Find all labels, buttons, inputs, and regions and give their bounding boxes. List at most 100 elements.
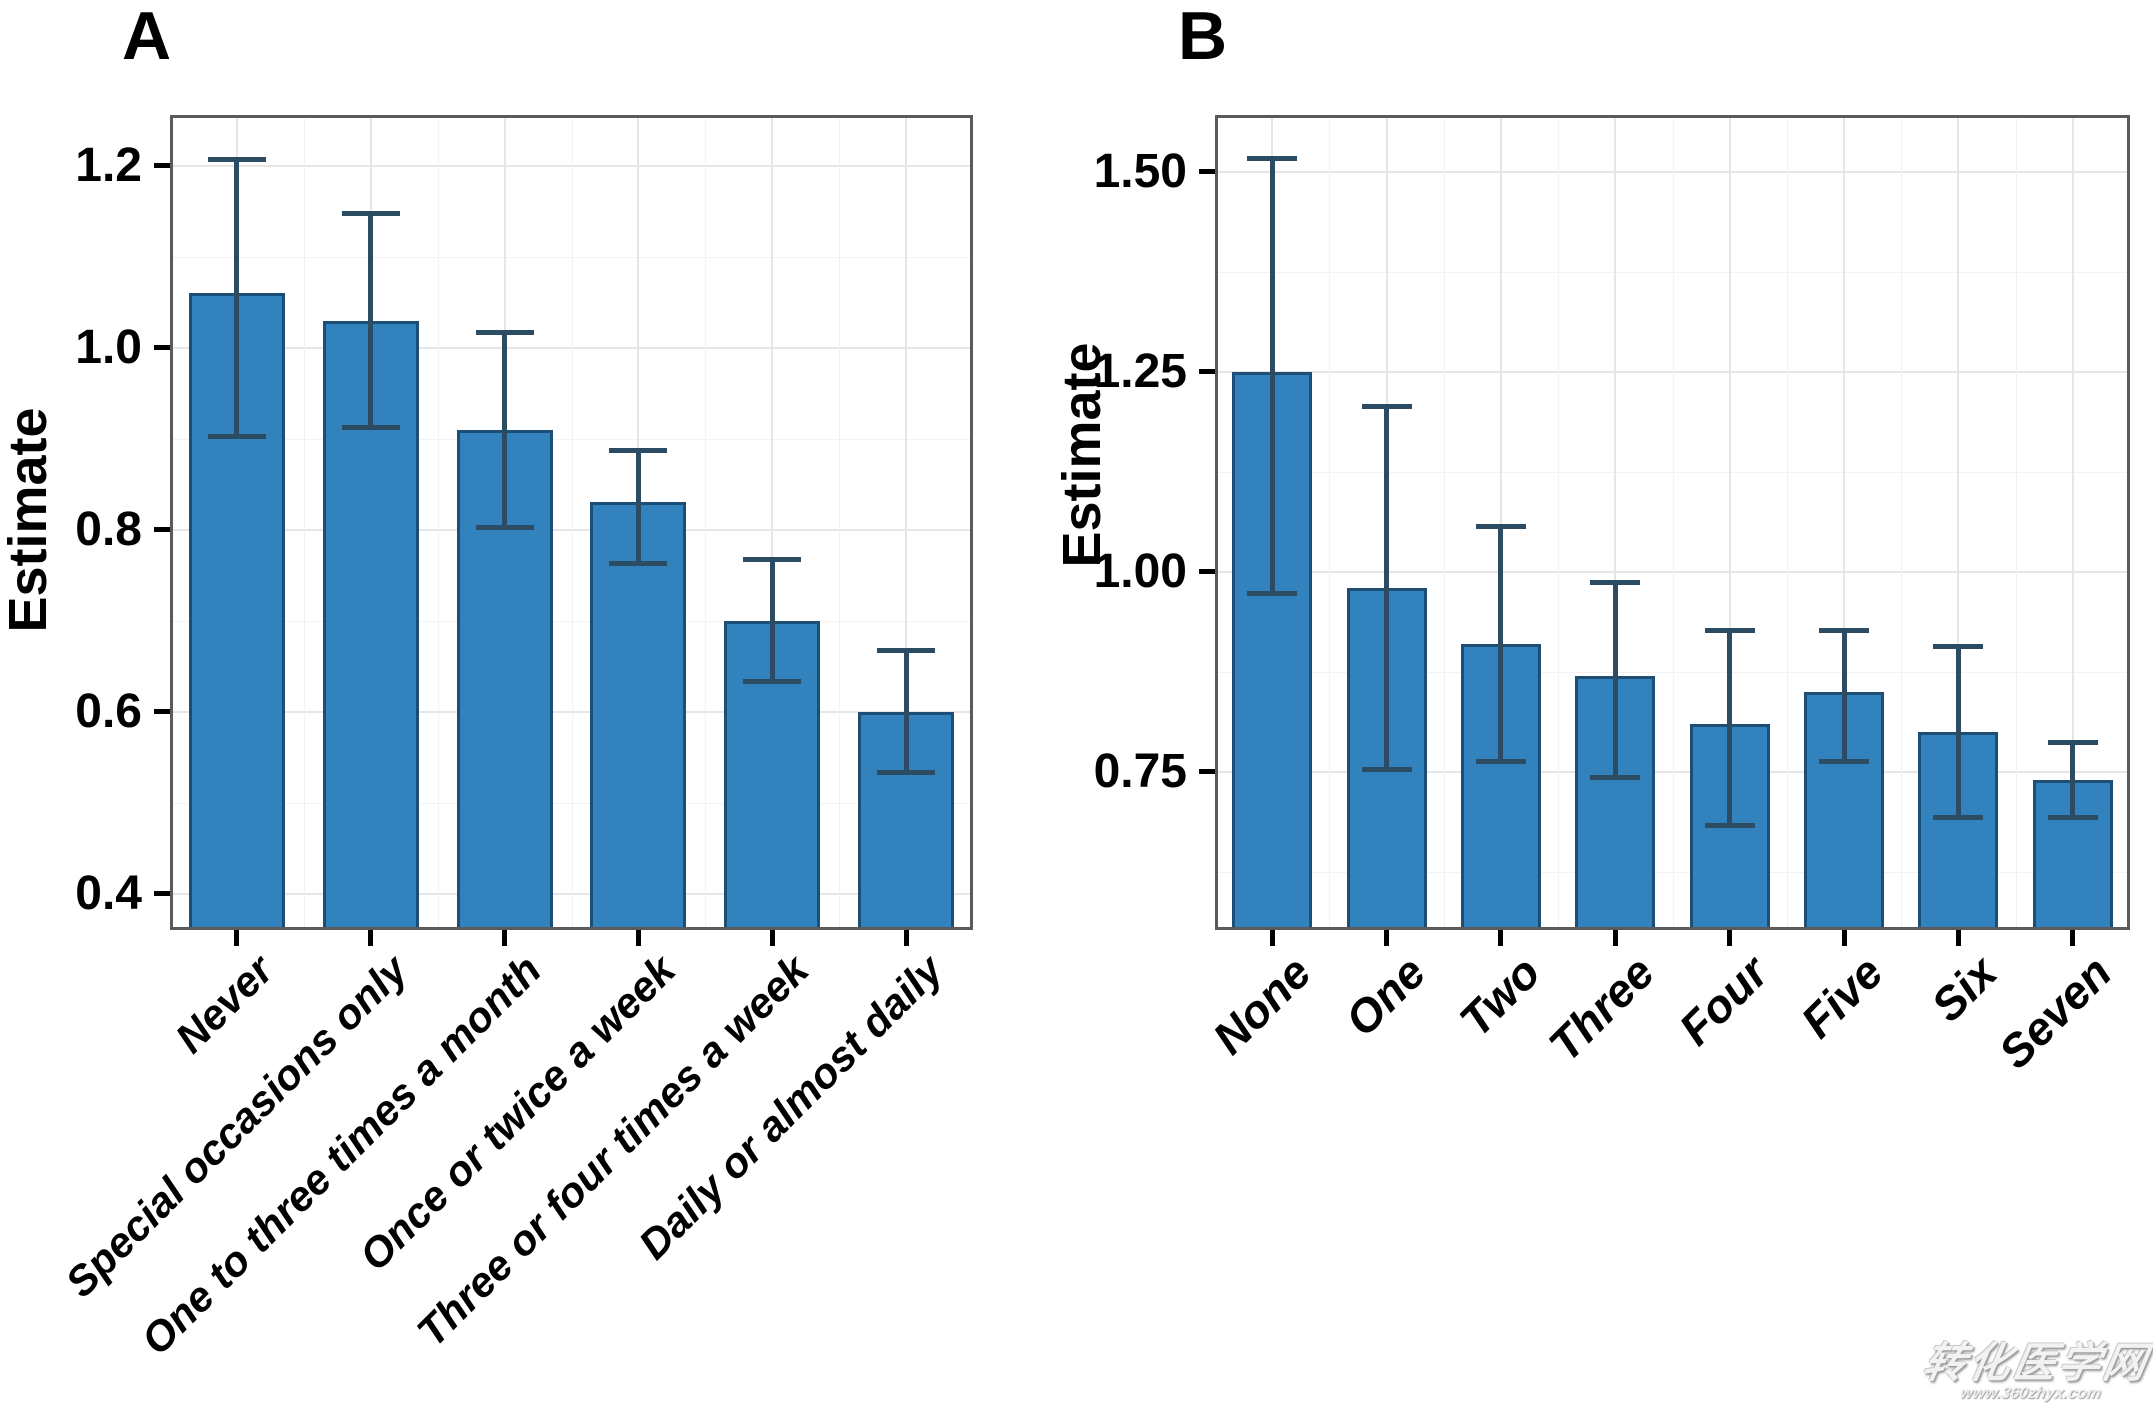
error-bar-cap-top-seven [2047, 739, 2098, 745]
error-bar-cap-top-once-or-twice-a-week [609, 447, 668, 453]
bar-once-or-twice-a-week [590, 502, 687, 930]
error-bar-cap-bottom-six [1933, 814, 1984, 820]
error-bar-cap-bottom-two [1475, 758, 1526, 764]
error-bar-cap-top-five [1819, 627, 1870, 633]
error-bar-cap-top-six [1933, 643, 1984, 649]
panel-a-y-tick-label: 0.4 [75, 866, 142, 920]
x-tick-mark [1612, 930, 1618, 946]
y-tick-mark [1199, 369, 1215, 375]
panel-b-letter: B [1178, 0, 1228, 74]
y-tick-mark [154, 527, 170, 533]
error-bar-cap-bottom-five [1819, 758, 1870, 764]
error-bar-three-or-four-times-a-week [769, 557, 775, 685]
gridline-minor-v [1443, 115, 1445, 930]
watermark-logo-text: 转化医学网 [1919, 1338, 2153, 1386]
gridline-major-v [1499, 115, 1502, 930]
x-tick-mark [1498, 930, 1504, 946]
gridline-minor-v [1901, 115, 1903, 930]
error-bar-cap-top-one [1361, 403, 1412, 409]
panel-b-x-tick-label-three: Three [1538, 945, 1664, 1072]
error-bar-cap-bottom-seven [2047, 814, 2098, 820]
bar-daily-or-almost-daily [858, 711, 955, 930]
error-bar-cap-bottom-none [1247, 590, 1298, 596]
error-bar-three [1612, 579, 1618, 780]
gridline-major-v [1614, 115, 1617, 930]
x-tick-mark [769, 930, 775, 946]
y-tick-mark [154, 709, 170, 715]
error-bar-cap-top-special-occasions-only [341, 211, 400, 217]
gridline-minor-v [1672, 115, 1674, 930]
error-bar-cap-top-two [1475, 523, 1526, 529]
panel-a-y-axis-title: Estimate [0, 407, 58, 633]
gridline-major-v [2071, 115, 2074, 930]
error-bar-daily-or-almost-daily [903, 648, 909, 776]
bar-one-to-three-times-a-month [456, 429, 553, 930]
error-bar-cap-top-three-or-four-times-a-week [743, 557, 802, 563]
error-bar-cap-bottom-never [207, 433, 266, 439]
error-bar-cap-top-four [1704, 627, 1755, 633]
watermark: 转化医学网 www.360zhyx.com [1917, 1338, 2153, 1403]
panel-a-y-tick-label: 1.0 [75, 320, 142, 374]
gridline-minor-v [1786, 115, 1788, 930]
y-tick-mark [154, 163, 170, 169]
y-tick-mark [154, 345, 170, 351]
panel-b-y-tick-label: 1.25 [1093, 344, 1187, 398]
gridline-minor-v [303, 115, 305, 930]
y-tick-mark [1199, 569, 1215, 575]
x-tick-mark [903, 930, 909, 946]
y-tick-mark [154, 891, 170, 897]
watermark-url: www.360zhyx.com [1958, 1385, 2103, 1402]
gridline-major-v [1843, 115, 1846, 930]
y-tick-mark [1199, 769, 1215, 775]
panel-b-y-tick-label: 1.50 [1093, 144, 1187, 198]
gridline-minor-v [839, 115, 841, 930]
error-bar-five [1841, 627, 1847, 764]
error-bar-cap-top-three [1590, 579, 1641, 585]
error-bar-never [234, 156, 240, 439]
gridline-major-v [905, 115, 908, 930]
error-bar-one-to-three-times-a-month [502, 329, 508, 530]
error-bar-once-or-twice-a-week [635, 447, 641, 567]
panel-b-y-tick-label: 0.75 [1093, 744, 1187, 798]
error-bar-seven [2070, 739, 2076, 820]
x-tick-mark [1841, 930, 1847, 946]
panel-b-x-tick-label-none: None [1202, 945, 1321, 1064]
x-tick-mark [635, 930, 641, 946]
gridline-minor-v [571, 115, 573, 930]
error-bar-cap-bottom-once-or-twice-a-week [609, 561, 668, 567]
x-tick-mark [2070, 930, 2076, 946]
x-tick-mark [502, 930, 508, 946]
panel-b-plot-area [1215, 115, 2130, 930]
error-bar-cap-bottom-special-occasions-only [341, 424, 400, 430]
panel-b-x-tick-label-six: Six [1921, 945, 2008, 1032]
error-bar-two [1498, 523, 1504, 764]
error-bar-cap-bottom-one [1361, 766, 1412, 772]
error-bar-one [1384, 403, 1390, 772]
error-bar-cap-top-daily-or-almost-daily [877, 648, 936, 654]
y-tick-mark [1199, 169, 1215, 175]
x-tick-mark [1955, 930, 1961, 946]
error-bar-cap-top-none [1247, 155, 1298, 161]
error-bar-cap-top-never [207, 156, 266, 162]
panel-a-plot-area [170, 115, 973, 930]
x-tick-mark [234, 930, 240, 946]
panel-b-x-tick-label-four: Four [1669, 945, 1779, 1055]
panel-a-y-tick-label: 0.6 [75, 684, 142, 738]
error-bar-cap-bottom-three-or-four-times-a-week [743, 679, 802, 685]
error-bar-none [1269, 155, 1275, 596]
gridline-minor-v [1558, 115, 1560, 930]
gridline-minor-v [1329, 115, 1331, 930]
panel-b-x-tick-label-five: Five [1790, 945, 1893, 1048]
error-bar-cap-bottom-daily-or-almost-daily [877, 770, 936, 776]
error-bar-special-occasions-only [368, 211, 374, 430]
panel-b-x-tick-label-one: One [1335, 945, 1436, 1046]
gridline-major-v [771, 115, 774, 930]
panel-b-x-tick-label-two: Two [1448, 945, 1550, 1047]
error-bar-cap-top-one-to-three-times-a-month [475, 329, 534, 335]
x-tick-mark [368, 930, 374, 946]
panel-b-x-tick-label-seven: Seven [1988, 945, 2122, 1079]
panel-a-letter: A [122, 0, 172, 74]
error-bar-cap-bottom-three [1590, 774, 1641, 780]
panel-a-y-tick-label: 0.8 [75, 502, 142, 556]
